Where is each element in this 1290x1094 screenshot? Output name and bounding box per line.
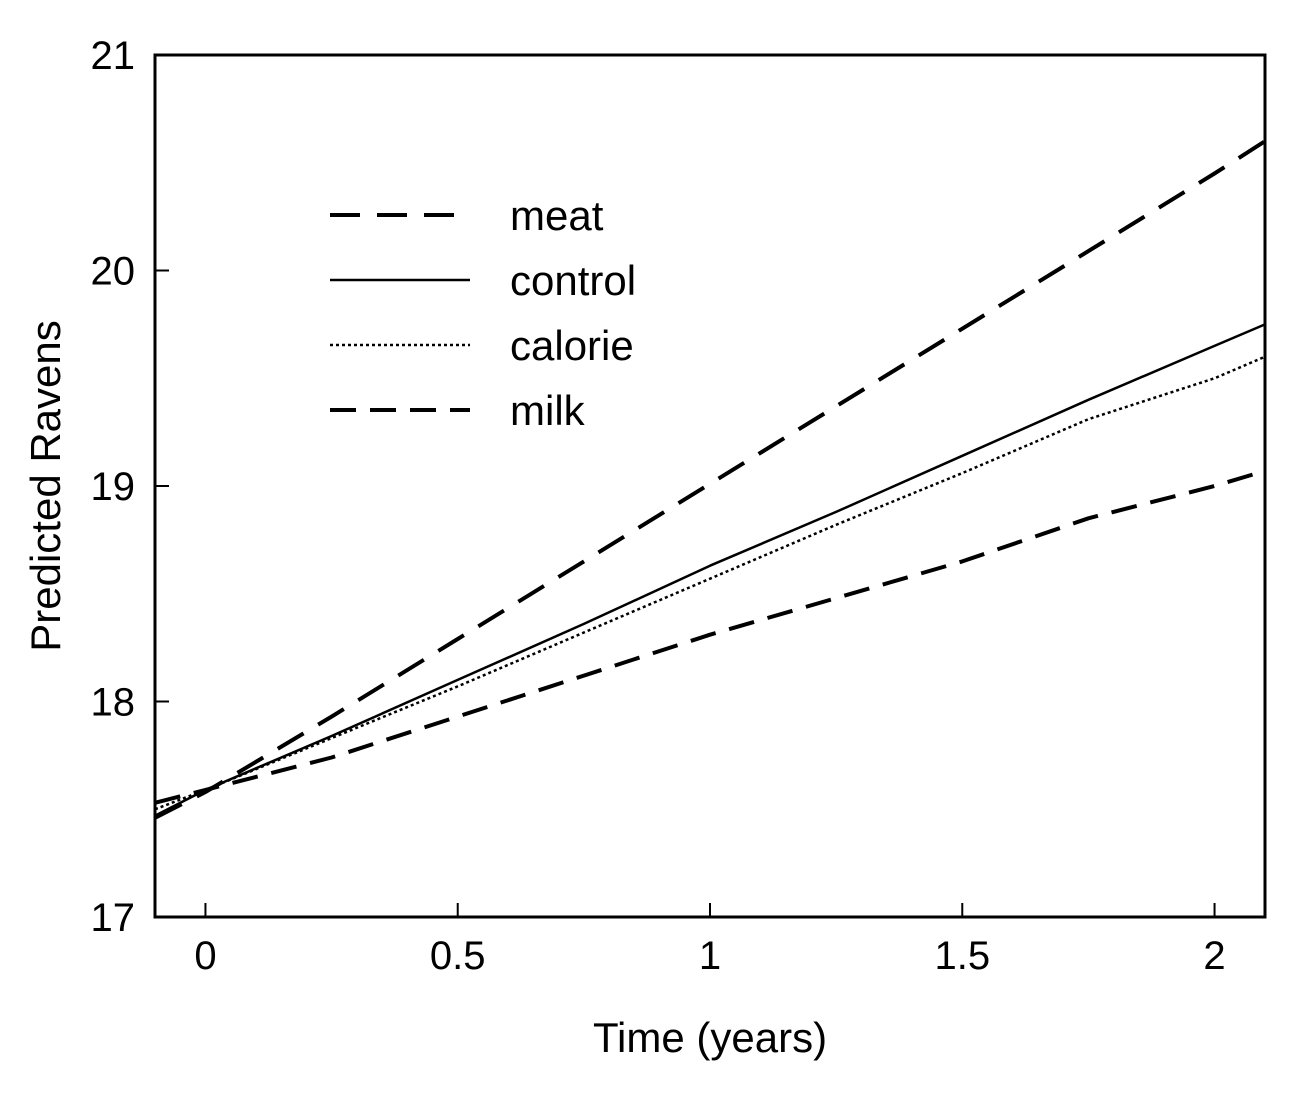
- y-tick-label: 18: [91, 681, 136, 725]
- x-tick-label: 1: [699, 934, 721, 978]
- y-tick-label: 21: [91, 34, 136, 78]
- y-tick-label: 17: [91, 896, 136, 940]
- legend-label-meat: meat: [510, 192, 604, 239]
- y-tick-label: 20: [91, 250, 136, 294]
- series-line-calorie: [154, 355, 1266, 811]
- x-axis-title: Time (years): [593, 1014, 827, 1061]
- series-line-milk: [154, 468, 1266, 805]
- x-tick-label: 2: [1203, 934, 1225, 978]
- series-line-control: [154, 323, 1266, 817]
- series-line-meat: [154, 139, 1267, 820]
- y-axis-ticks: 17 18 19 20 21: [91, 34, 169, 940]
- x-tick-label: 0.5: [430, 934, 486, 978]
- y-tick-label: 19: [91, 465, 136, 509]
- x-tick-label: 0: [194, 934, 216, 978]
- legend-label-control: control: [510, 257, 636, 304]
- legend: meat control calorie milk: [330, 192, 636, 434]
- legend-label-milk: milk: [510, 387, 586, 434]
- x-tick-label: 1.5: [934, 934, 990, 978]
- x-axis-ticks: 0 0.5 1 1.5 2: [194, 903, 1226, 978]
- plot-frame: [153, 53, 1267, 919]
- legend-label-calorie: calorie: [510, 322, 634, 369]
- series-layer: [154, 139, 1267, 820]
- y-axis-title: Predicted Ravens: [22, 320, 69, 652]
